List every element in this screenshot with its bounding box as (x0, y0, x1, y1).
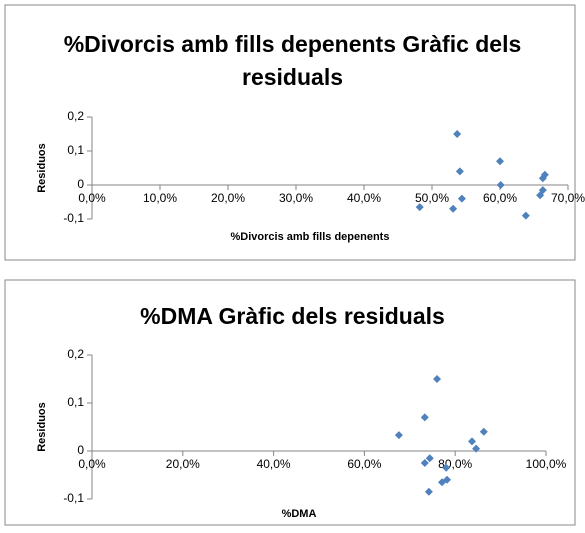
x-tick-label: 0,0% (78, 191, 106, 205)
point (394, 431, 403, 440)
chart-frame (4, 279, 576, 526)
point (496, 181, 505, 189)
chart-frame (4, 4, 576, 261)
point (496, 157, 504, 166)
chart-title: %DMA Gràfic dels residuals (140, 303, 445, 329)
point (420, 459, 429, 467)
point (538, 186, 547, 195)
y-tick-label: 0,1 (67, 395, 84, 409)
x-tick-label: 40,0% (257, 457, 291, 471)
point (479, 427, 488, 436)
chart-title: %Divorcis amb fills depenents Gràfic del… (63, 31, 522, 90)
x-tick-label: 60,0% (347, 457, 381, 471)
point (424, 487, 433, 496)
y-tick-label: 0 (77, 443, 84, 457)
point (442, 463, 451, 472)
x-tick-label: 20,0% (166, 457, 200, 471)
x-tick-label: 70,0% (551, 191, 585, 205)
point (453, 130, 462, 138)
y-tick-label: 0,1 (67, 143, 84, 157)
point (521, 211, 530, 220)
point (457, 194, 466, 203)
y-tick-label: -0,1 (63, 491, 84, 505)
point (472, 444, 481, 453)
y-tick-label: 0,2 (67, 109, 84, 123)
point (449, 204, 458, 213)
point (425, 454, 434, 463)
y-tick-label: 0,2 (67, 347, 84, 361)
point (467, 437, 476, 446)
x-tick-label: 40,0% (347, 191, 381, 205)
point (540, 170, 549, 179)
point (433, 375, 442, 383)
point (443, 475, 452, 484)
x-tick-label: 80,0% (438, 457, 472, 471)
x-tick-label: 10,0% (143, 191, 177, 205)
x-axis-label: %DMA (282, 508, 317, 520)
y-tick-label: -0,1 (63, 211, 84, 225)
x-axis-label: %Divorcis amb fills depenents (231, 231, 390, 243)
x-tick-label: 0,0% (78, 457, 106, 471)
y-axis-label: Residuos (36, 143, 48, 193)
x-tick-label: 20,0% (211, 191, 245, 205)
x-tick-label: 50,0% (415, 191, 449, 205)
x-tick-label: 30,0% (279, 191, 313, 205)
x-tick-label: 100,0% (526, 457, 567, 471)
y-axis-label: Residuos (36, 402, 48, 452)
point (420, 413, 429, 422)
y-tick-label: 0 (77, 177, 84, 191)
point (415, 203, 424, 212)
x-tick-label: 60,0% (483, 191, 517, 205)
point (455, 167, 464, 176)
